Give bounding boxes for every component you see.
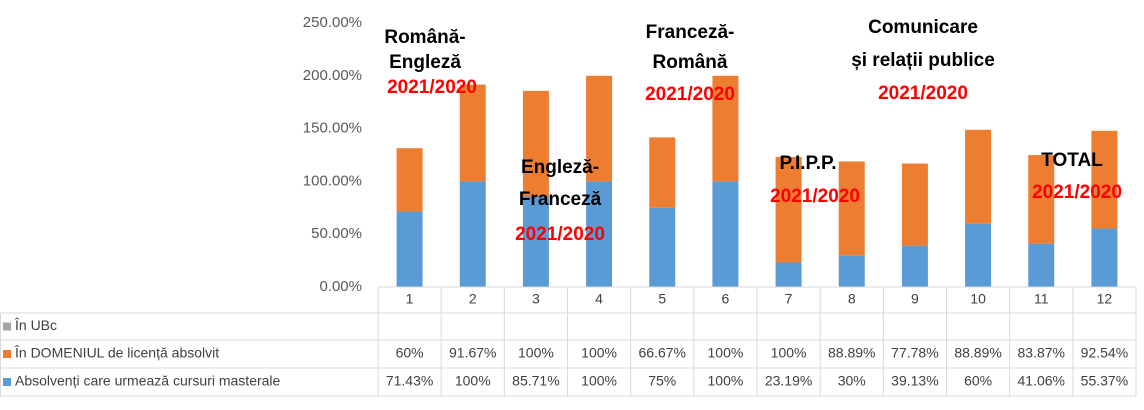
x-tick-label: 8 xyxy=(848,291,856,307)
legend-label: Absolvenți care urmează cursuri masteral… xyxy=(15,373,281,389)
annotation: Engleză- xyxy=(521,157,599,178)
table-value: 77.78% xyxy=(891,345,938,361)
table-value: 91.67% xyxy=(449,345,496,361)
annotation: Engleză xyxy=(389,52,461,73)
bar-segment xyxy=(838,255,865,287)
bar-segment xyxy=(459,84,486,182)
y-tick-label: 250.00% xyxy=(303,14,362,31)
bar-segment xyxy=(586,75,613,182)
table-value: 100% xyxy=(455,373,491,389)
table-value: 92.54% xyxy=(1081,345,1128,361)
legend-label: În UBc xyxy=(14,317,57,333)
annotation: Franceză- xyxy=(646,22,735,43)
table-value: 88.89% xyxy=(828,345,875,361)
legend-key xyxy=(3,350,11,358)
x-tick-label: 2 xyxy=(469,291,477,307)
x-tick-label: 7 xyxy=(785,291,793,307)
x-tick-label: 10 xyxy=(970,291,986,307)
legend-key xyxy=(3,322,11,331)
bar-segment xyxy=(522,196,549,287)
x-tick-label: 1 xyxy=(406,291,414,307)
annotation: TOTAL xyxy=(1041,150,1103,171)
table-value: 66.67% xyxy=(639,345,686,361)
bar-segment xyxy=(586,181,613,287)
annotation: P.I.P.P. xyxy=(779,153,836,174)
x-tick-label: 5 xyxy=(658,291,666,307)
table-value: 100% xyxy=(708,345,744,361)
y-tick-label: 150.00% xyxy=(303,120,362,137)
annotation-period: 2021/2020 xyxy=(878,83,968,104)
bar-segment xyxy=(396,148,423,212)
bar-segment xyxy=(775,262,802,287)
bar-segment xyxy=(522,90,549,197)
bar-segment xyxy=(1028,243,1055,287)
bar-segment xyxy=(965,223,992,287)
table-value: 60% xyxy=(964,373,992,389)
bar-segment xyxy=(838,161,865,256)
table-value: 39.13% xyxy=(891,373,938,389)
y-tick-label: 0.00% xyxy=(319,278,362,295)
annotation-period: 2021/2020 xyxy=(515,224,605,245)
bar-segment xyxy=(965,129,992,224)
table-value: 100% xyxy=(518,345,554,361)
bar-segment xyxy=(649,207,676,287)
annotation: Română- xyxy=(384,27,465,48)
legend-label: În DOMENIUL de licență absolvit xyxy=(14,345,219,361)
annotation-period: 2021/2020 xyxy=(645,84,735,105)
table-value: 100% xyxy=(581,373,617,389)
annotation: Română xyxy=(653,52,728,73)
table-value: 83.87% xyxy=(1018,345,1065,361)
table-value: 30% xyxy=(838,373,866,389)
table-value: 100% xyxy=(581,345,617,361)
bar-segment xyxy=(649,137,676,208)
y-tick-label: 100.00% xyxy=(303,172,362,189)
table-value: 75% xyxy=(648,373,676,389)
table-value: 60% xyxy=(396,345,424,361)
table-value: 88.89% xyxy=(954,345,1001,361)
x-tick-label: 6 xyxy=(722,291,730,307)
x-tick-label: 9 xyxy=(911,291,919,307)
y-tick-label: 50.00% xyxy=(311,225,362,242)
bar-segment xyxy=(901,163,928,246)
x-tick-label: 11 xyxy=(1034,291,1049,307)
table-value: 100% xyxy=(708,373,744,389)
annotation-period: 2021/2020 xyxy=(1032,182,1122,203)
annotation-period: 2021/2020 xyxy=(770,186,860,207)
y-tick-label: 200.00% xyxy=(303,67,362,84)
table-value: 100% xyxy=(771,345,807,361)
bar-segment xyxy=(1091,130,1118,229)
bar-segment xyxy=(1028,155,1055,244)
x-tick-label: 12 xyxy=(1097,291,1113,307)
table-value: 71.43% xyxy=(386,373,433,389)
annotation: Franceză xyxy=(519,189,602,210)
x-tick-label: 3 xyxy=(532,291,540,307)
legend-key xyxy=(3,378,11,386)
annotation-period: 2021/2020 xyxy=(387,77,477,98)
table-value: 41.06% xyxy=(1018,373,1065,389)
bar-segment xyxy=(712,75,739,182)
bar-segment xyxy=(1091,228,1118,287)
table-value: 23.19% xyxy=(765,373,812,389)
annotation: Comunicare xyxy=(868,17,978,38)
table-value: 85.71% xyxy=(512,373,559,389)
x-tick-label: 4 xyxy=(595,291,603,307)
bar-segment xyxy=(901,245,928,287)
bar-segment xyxy=(396,211,423,287)
bar-segment xyxy=(712,181,739,287)
bar-segment xyxy=(775,156,802,263)
bar-segment xyxy=(459,181,486,287)
annotation: și relații publice xyxy=(851,50,995,71)
table-value: 55.37% xyxy=(1081,373,1128,389)
